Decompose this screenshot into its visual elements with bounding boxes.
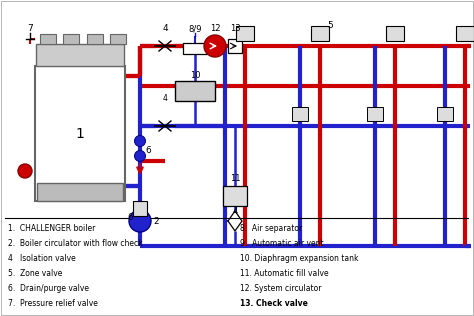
Bar <box>292 107 308 121</box>
Text: 8/9: 8/9 <box>188 24 202 33</box>
Text: 7.  Pressure relief valve: 7. Pressure relief valve <box>8 299 98 308</box>
Bar <box>87 34 103 44</box>
Bar <box>437 107 453 121</box>
Bar <box>228 39 242 53</box>
Bar <box>236 26 254 41</box>
Bar <box>110 34 126 44</box>
Circle shape <box>135 136 146 147</box>
Text: 13: 13 <box>230 24 240 33</box>
Bar <box>36 44 124 66</box>
Bar <box>223 186 247 206</box>
Text: 9.  Automatic air vent: 9. Automatic air vent <box>240 239 324 248</box>
Text: 2.  Boiler circulator with flow check: 2. Boiler circulator with flow check <box>8 239 143 248</box>
Text: 11: 11 <box>230 174 240 183</box>
Bar <box>133 201 147 216</box>
Circle shape <box>204 35 226 57</box>
Text: 5.  Zone valve: 5. Zone valve <box>8 269 63 278</box>
Text: 4: 4 <box>232 207 237 216</box>
Text: 5: 5 <box>327 21 333 30</box>
Circle shape <box>135 150 146 161</box>
Bar <box>183 43 207 54</box>
Text: 7: 7 <box>27 24 33 33</box>
Text: 4: 4 <box>163 94 167 103</box>
Bar <box>175 81 215 101</box>
Text: 1.  CHALLENGER boiler: 1. CHALLENGER boiler <box>8 224 95 233</box>
Text: 10. Diaphragm expansion tank: 10. Diaphragm expansion tank <box>240 254 358 263</box>
Circle shape <box>129 210 151 232</box>
Text: 10: 10 <box>190 71 200 80</box>
Text: 6: 6 <box>128 213 133 222</box>
Bar <box>456 26 474 41</box>
Bar <box>63 34 79 44</box>
Text: 13. Check valve: 13. Check valve <box>240 299 308 308</box>
Text: 11. Automatic fill valve: 11. Automatic fill valve <box>240 269 328 278</box>
Bar <box>311 26 329 41</box>
Circle shape <box>18 164 32 178</box>
Bar <box>367 107 383 121</box>
Bar <box>40 34 56 44</box>
Text: 1: 1 <box>75 126 84 141</box>
Text: 2: 2 <box>153 217 159 226</box>
Text: 8.  Air separator: 8. Air separator <box>240 224 302 233</box>
Text: 6.  Drain/purge valve: 6. Drain/purge valve <box>8 284 89 293</box>
Bar <box>37 183 123 201</box>
Text: 6: 6 <box>145 146 151 155</box>
Text: 12. System circulator: 12. System circulator <box>240 284 321 293</box>
Bar <box>386 26 404 41</box>
Text: 12: 12 <box>210 24 220 33</box>
Text: 4: 4 <box>162 24 168 33</box>
Text: 4   Isolation valve: 4 Isolation valve <box>8 254 76 263</box>
Bar <box>35 66 125 201</box>
